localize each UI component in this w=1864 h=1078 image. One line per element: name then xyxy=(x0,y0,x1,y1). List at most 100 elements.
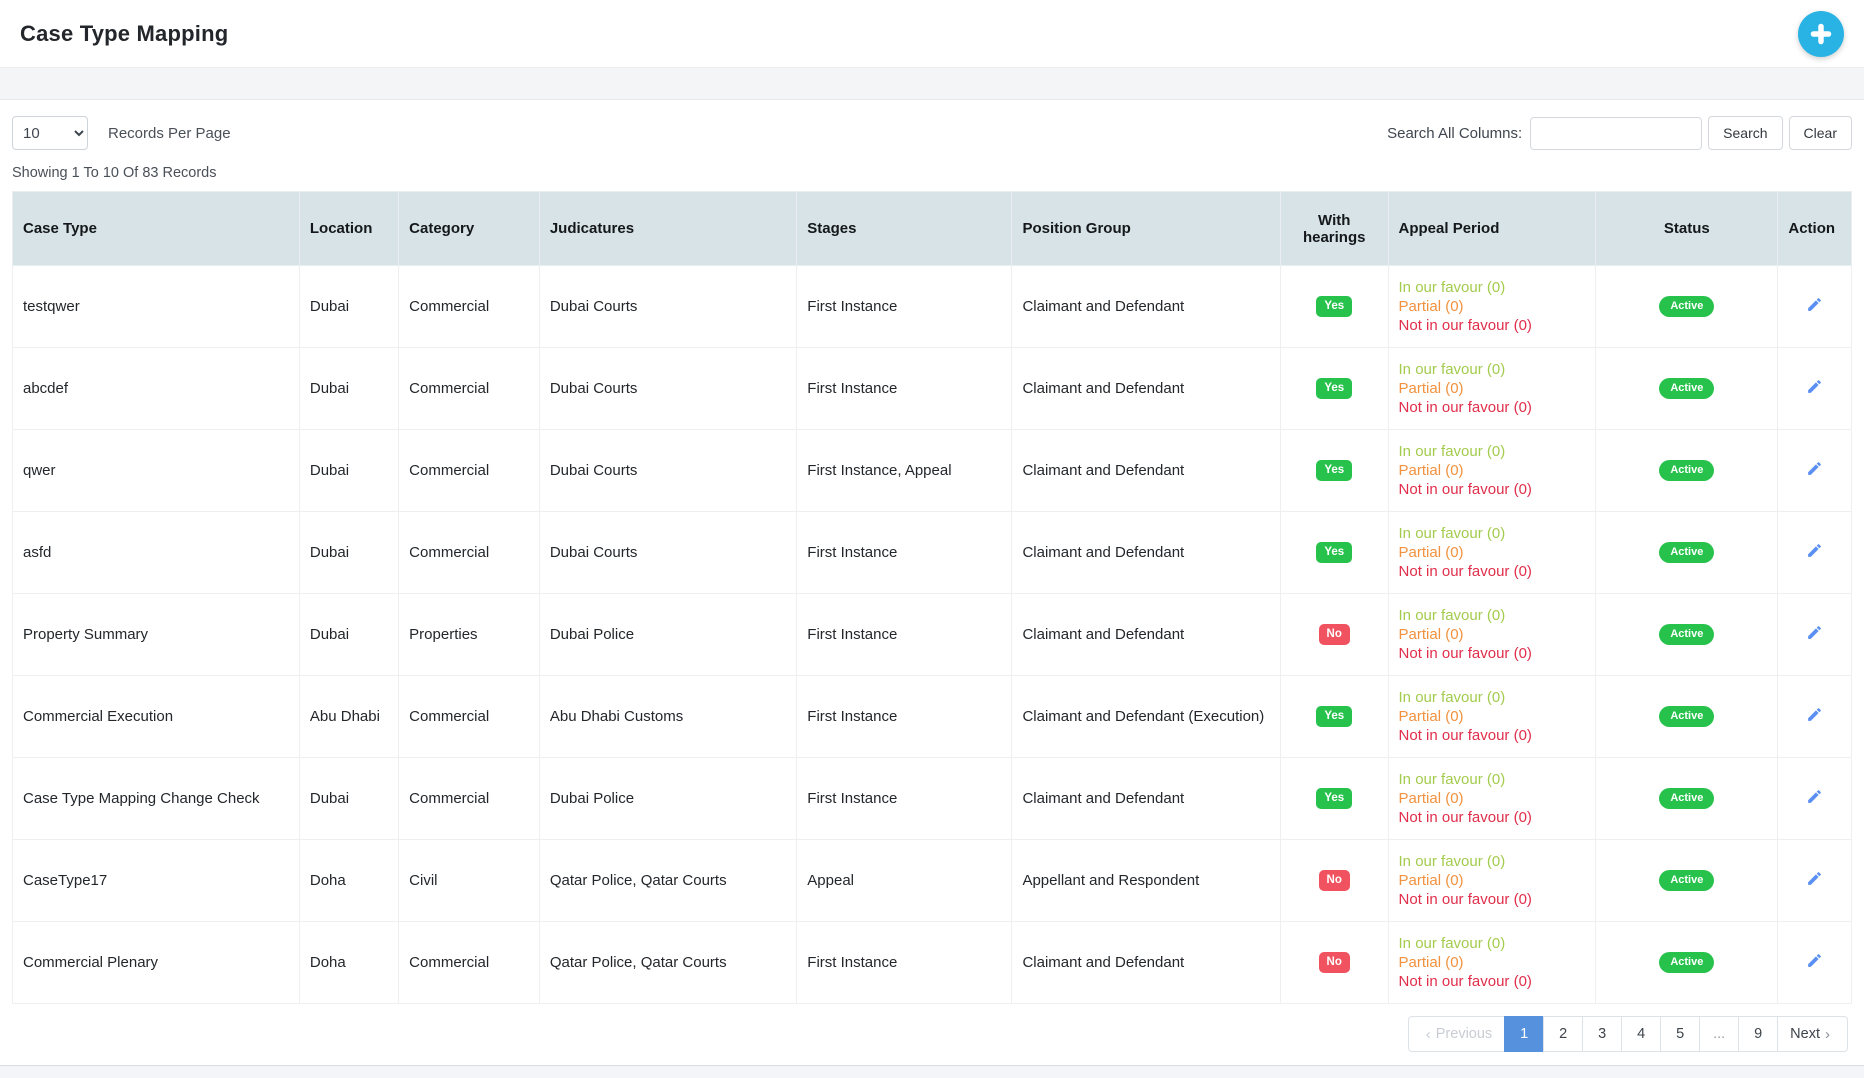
cell-location: Doha xyxy=(298,921,400,1004)
cell-position-group: Claimant and Defendant xyxy=(1011,265,1281,348)
edit-action-button[interactable] xyxy=(1806,460,1823,477)
with-hearings-badge: Yes xyxy=(1316,295,1353,318)
clear-button[interactable]: Clear xyxy=(1788,116,1852,150)
cell-stages: First Instance xyxy=(796,593,1013,676)
appeal-partial: Partial (0) xyxy=(1398,462,1464,479)
case-type-mapping-table: Case Type Location Category Judicatures … xyxy=(12,191,1852,1004)
table-row: CaseType17 Doha Civil Qatar Police, Qata… xyxy=(12,839,1852,922)
pencil-icon xyxy=(1806,298,1823,317)
cell-position-group: Appellant and Respondent xyxy=(1011,839,1281,922)
cell-category: Commercial xyxy=(398,511,540,594)
appeal-not-in-our-favour: Not in our favour (0) xyxy=(1398,727,1532,744)
cell-status: Active xyxy=(1595,511,1779,594)
column-header-judicatures: Judicatures xyxy=(538,191,798,266)
table-row: Commercial Execution Abu Dhabi Commercia… xyxy=(12,675,1852,758)
edit-action-button[interactable] xyxy=(1806,542,1823,559)
pagination-page-5[interactable]: 5 xyxy=(1660,1016,1701,1052)
cell-with-hearings: Yes xyxy=(1279,511,1389,594)
appeal-partial: Partial (0) xyxy=(1398,872,1464,889)
cell-appeal-period: In our favour (0) Partial (0) Not in our… xyxy=(1387,921,1597,1004)
cell-appeal-period: In our favour (0) Partial (0) Not in our… xyxy=(1387,839,1597,922)
appeal-in-our-favour: In our favour (0) xyxy=(1398,935,1506,952)
appeal-not-in-our-favour: Not in our favour (0) xyxy=(1398,645,1532,662)
pagination-page-1[interactable]: 1 xyxy=(1504,1016,1545,1052)
pencil-icon xyxy=(1806,872,1823,891)
cell-action xyxy=(1777,921,1852,1004)
cell-position-group: Claimant and Defendant xyxy=(1011,921,1281,1004)
edit-action-button[interactable] xyxy=(1806,952,1823,969)
status-badge: Active xyxy=(1659,378,1715,399)
column-header-position-group: Position Group xyxy=(1011,191,1281,266)
chevron-left-icon: ‹ xyxy=(1425,1025,1431,1043)
with-hearings-badge: Yes xyxy=(1316,459,1353,482)
cell-location: Doha xyxy=(298,839,400,922)
with-hearings-badge: Yes xyxy=(1316,705,1353,728)
cell-case-type: testqwer xyxy=(12,265,300,348)
status-badge: Active xyxy=(1659,870,1715,891)
cell-judicatures: Dubai Police xyxy=(538,757,798,840)
edit-action-button[interactable] xyxy=(1806,296,1823,313)
status-badge: Active xyxy=(1659,706,1715,727)
cell-action xyxy=(1777,839,1852,922)
appeal-in-our-favour: In our favour (0) xyxy=(1398,361,1506,378)
pagination-next-button[interactable]: Next › xyxy=(1777,1016,1848,1052)
column-header-category: Category xyxy=(398,191,540,266)
cell-case-type: abcdef xyxy=(12,347,300,430)
column-header-location: Location xyxy=(298,191,400,266)
column-header-stages: Stages xyxy=(796,191,1013,266)
cell-position-group: Claimant and Defendant xyxy=(1011,511,1281,594)
appeal-not-in-our-favour: Not in our favour (0) xyxy=(1398,481,1532,498)
cell-action xyxy=(1777,347,1852,430)
edit-action-button[interactable] xyxy=(1806,378,1823,395)
cell-category: Civil xyxy=(398,839,540,922)
cell-status: Active xyxy=(1595,265,1779,348)
pagination-page-9[interactable]: 9 xyxy=(1738,1016,1779,1052)
add-record-button[interactable] xyxy=(1798,10,1844,57)
appeal-not-in-our-favour: Not in our favour (0) xyxy=(1398,809,1532,826)
table-controls: 10 Records Per Page Search All Columns: … xyxy=(12,116,1852,150)
edit-action-button[interactable] xyxy=(1806,870,1823,887)
cell-appeal-period: In our favour (0) Partial (0) Not in our… xyxy=(1387,593,1597,676)
cell-judicatures: Qatar Police, Qatar Courts xyxy=(538,839,798,922)
table-row: qwer Dubai Commercial Dubai Courts First… xyxy=(12,429,1852,512)
cell-case-type: CaseType17 xyxy=(12,839,300,922)
pagination-page-3[interactable]: 3 xyxy=(1582,1016,1623,1052)
cell-case-type: Commercial Execution xyxy=(12,675,300,758)
edit-action-button[interactable] xyxy=(1806,624,1823,641)
search-button[interactable]: Search xyxy=(1708,116,1783,150)
edit-action-button[interactable] xyxy=(1806,706,1823,723)
pagination-previous-button[interactable]: ‹ Previous xyxy=(1407,1016,1506,1052)
cell-location: Dubai xyxy=(298,511,400,594)
pagination: ‹ Previous 1 2 3 4 5 ... 9 Next › xyxy=(12,1016,1852,1052)
pencil-icon xyxy=(1806,626,1823,645)
cell-status: Active xyxy=(1595,921,1779,1004)
status-badge: Active xyxy=(1659,788,1715,809)
with-hearings-badge: Yes xyxy=(1316,787,1353,810)
status-badge: Active xyxy=(1659,460,1715,481)
cell-location: Dubai xyxy=(298,429,400,512)
search-input[interactable] xyxy=(1530,116,1703,150)
pagination-page-2[interactable]: 2 xyxy=(1543,1016,1584,1052)
records-per-page-label: Records Per Page xyxy=(108,124,231,142)
appeal-in-our-favour: In our favour (0) xyxy=(1398,525,1506,542)
appeal-not-in-our-favour: Not in our favour (0) xyxy=(1398,399,1532,416)
table-row: abcdef Dubai Commercial Dubai Courts Fir… xyxy=(12,347,1852,430)
cell-position-group: Claimant and Defendant (Execution) xyxy=(1011,675,1281,758)
cell-case-type: qwer xyxy=(12,429,300,512)
search-all-columns-label: Search All Columns: xyxy=(1387,124,1523,142)
cell-with-hearings: Yes xyxy=(1279,757,1389,840)
cell-stages: First Instance xyxy=(796,511,1013,594)
cell-position-group: Claimant and Defendant xyxy=(1011,429,1281,512)
edit-action-button[interactable] xyxy=(1806,788,1823,805)
status-badge: Active xyxy=(1659,296,1715,317)
appeal-not-in-our-favour: Not in our favour (0) xyxy=(1398,891,1532,908)
appeal-partial: Partial (0) xyxy=(1398,708,1464,725)
pagination-next-label: Next xyxy=(1790,1026,1820,1042)
pagination-page-4[interactable]: 4 xyxy=(1621,1016,1662,1052)
cell-stages: First Instance, Appeal xyxy=(796,429,1013,512)
records-per-page-select[interactable]: 10 xyxy=(12,116,88,150)
cell-stages: First Instance xyxy=(796,757,1013,840)
table-row: testqwer Dubai Commercial Dubai Courts F… xyxy=(12,265,1852,348)
cell-with-hearings: Yes xyxy=(1279,265,1389,348)
cell-location: Dubai xyxy=(298,757,400,840)
